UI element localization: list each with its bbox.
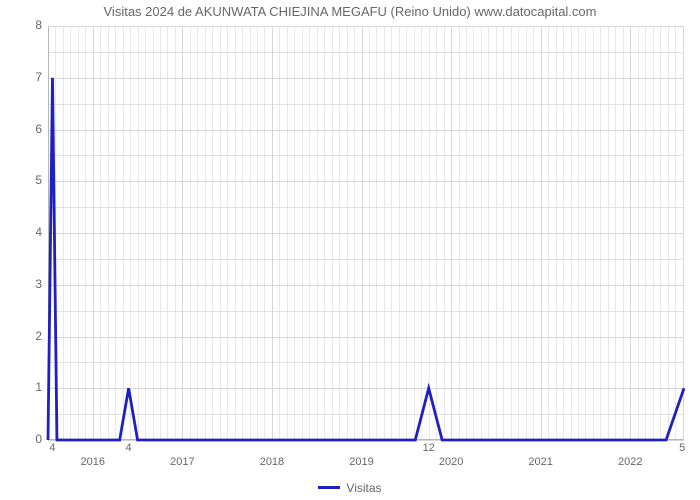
y-tick-label: 0 — [20, 432, 42, 446]
y-tick-label: 3 — [20, 277, 42, 291]
x-tick-label: 2021 — [528, 456, 552, 468]
plot-area — [48, 26, 684, 440]
y-tick-label: 2 — [20, 329, 42, 343]
y-tick-label: 7 — [20, 70, 42, 84]
legend-item-visitas: Visitas — [318, 481, 381, 495]
point-label: 5 — [679, 442, 685, 454]
x-tick-label: 2020 — [439, 456, 463, 468]
x-tick-label: 2019 — [349, 456, 373, 468]
point-label: 4 — [126, 442, 132, 454]
point-label: 12 — [423, 442, 435, 454]
chart-title: Visitas 2024 de AKUNWATA CHIEJINA MEGAFU… — [0, 4, 700, 19]
x-tick-label: 2022 — [618, 456, 642, 468]
x-tick-label: 2017 — [170, 456, 194, 468]
y-tick-label: 1 — [20, 380, 42, 394]
y-tick-label: 5 — [20, 173, 42, 187]
legend: Visitas — [0, 478, 700, 495]
visits-line-chart: Visitas 2024 de AKUNWATA CHIEJINA MEGAFU… — [0, 0, 700, 500]
legend-label: Visitas — [346, 481, 381, 495]
legend-swatch — [318, 486, 340, 489]
x-tick-label: 2016 — [81, 456, 105, 468]
y-tick-label: 8 — [20, 18, 42, 32]
x-tick-label: 2018 — [260, 456, 284, 468]
y-tick-label: 6 — [20, 122, 42, 136]
point-label: 4 — [49, 442, 55, 454]
y-tick-label: 4 — [20, 225, 42, 239]
series-line-visitas — [48, 26, 684, 440]
